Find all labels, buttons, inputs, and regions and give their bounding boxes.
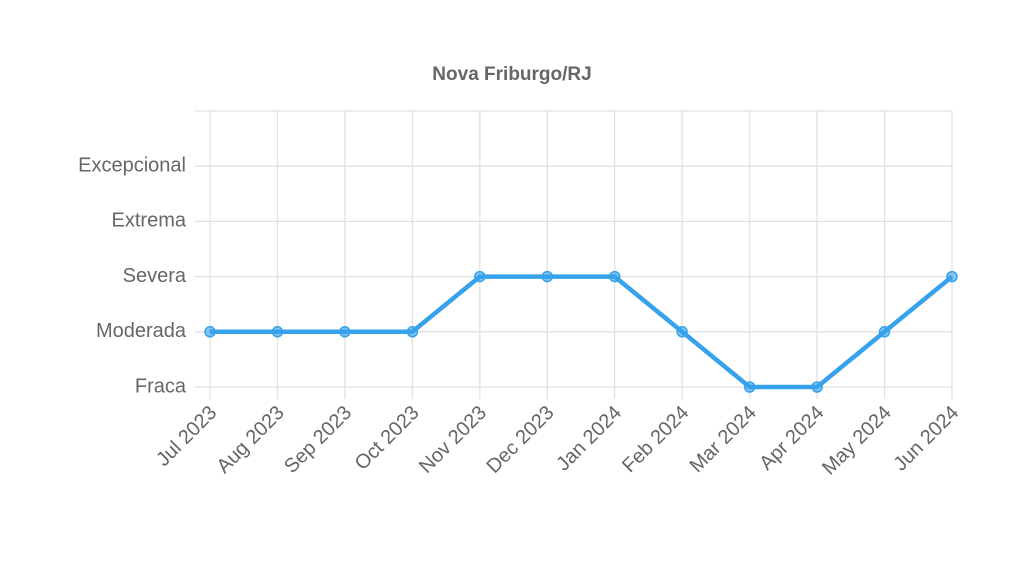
y-tick-label: Excepcional: [78, 154, 186, 176]
y-tick-label: Extrema: [112, 210, 187, 232]
data-point: [811, 381, 823, 393]
chart-title: Nova Friburgo/RJ: [432, 64, 591, 85]
data-point: [878, 326, 891, 338]
data-point: [204, 326, 216, 338]
y-tick-label: Moderada: [96, 320, 187, 342]
data-point: [676, 326, 688, 338]
x-tick-label: Nov 2023: [415, 402, 491, 478]
x-tick-label: Jul 2023: [152, 402, 221, 471]
x-tick-label: May 2024: [818, 402, 896, 480]
data-point: [743, 381, 756, 393]
data-point: [339, 326, 351, 338]
x-tick-label: Aug 2023: [213, 402, 289, 478]
data-point: [541, 270, 554, 283]
x-tick-label: Dec 2023: [482, 402, 558, 478]
data-point: [608, 270, 621, 283]
data-point: [946, 270, 958, 283]
y-tick-label: Fraca: [135, 375, 187, 397]
x-tick-label: Oct 2023: [351, 402, 424, 475]
data-point: [406, 326, 419, 338]
x-tick-label: Sep 2023: [280, 402, 356, 478]
x-tick-label: Jan 2024: [552, 402, 626, 476]
y-tick-label: Severa: [123, 265, 187, 287]
data-line: [210, 274, 954, 390]
data-point: [474, 270, 486, 283]
x-tick-label: Feb 2024: [618, 402, 693, 477]
x-tick-label: Mar 2024: [686, 402, 761, 477]
x-tick-label: Jun 2024: [890, 402, 964, 476]
data-point: [271, 326, 284, 338]
